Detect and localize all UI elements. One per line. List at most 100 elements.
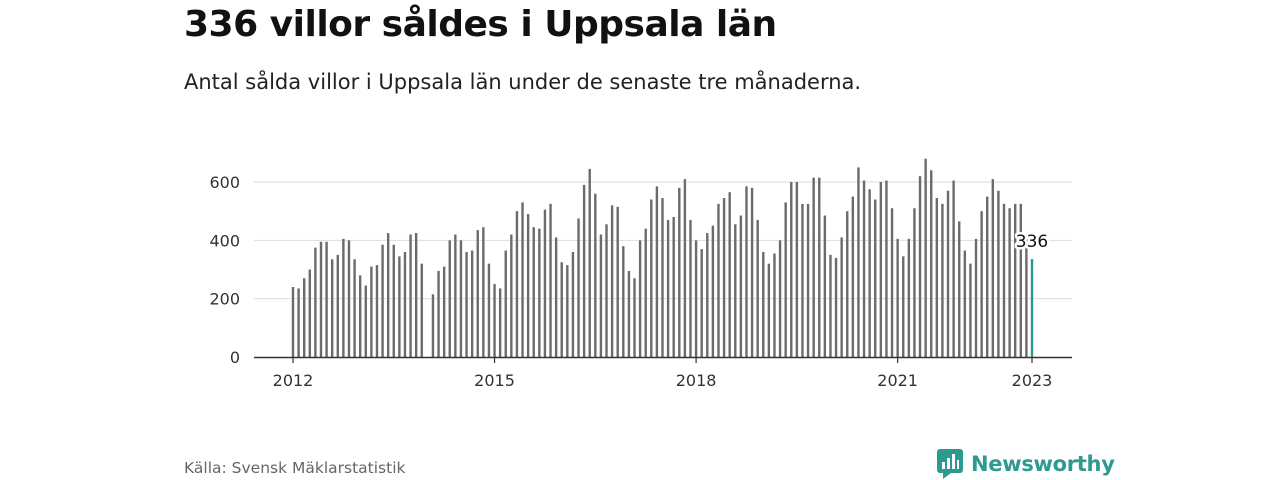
bar <box>375 265 379 357</box>
bar <box>739 215 743 357</box>
bar <box>342 238 345 357</box>
bar <box>829 254 832 357</box>
bar <box>801 203 804 357</box>
bar <box>577 218 580 357</box>
bar <box>459 240 463 357</box>
bar <box>689 219 692 357</box>
bar <box>510 234 513 357</box>
bar <box>812 177 815 357</box>
bar <box>806 203 810 357</box>
bar <box>532 227 535 357</box>
bar <box>633 278 636 357</box>
bar <box>885 180 888 357</box>
bar <box>986 196 989 357</box>
bar <box>734 224 737 357</box>
source-note: Källa: Svensk Mäklarstatistik <box>184 459 406 477</box>
bar <box>364 285 367 357</box>
bar <box>790 182 793 357</box>
bar <box>386 233 390 357</box>
bar <box>594 193 597 357</box>
bar <box>890 208 894 357</box>
bar <box>834 257 838 357</box>
bar <box>336 254 339 357</box>
bar <box>924 158 927 357</box>
y-tick-label: 400 <box>209 231 240 250</box>
bar <box>980 211 983 357</box>
bar <box>868 189 871 357</box>
bar <box>498 288 502 357</box>
bar <box>711 225 715 357</box>
bar <box>370 266 373 357</box>
brand-logo: Newsworthy <box>937 449 1115 479</box>
bar <box>1014 203 1017 357</box>
bar <box>638 240 642 357</box>
x-tick-label: 2015 <box>474 371 515 390</box>
bar <box>566 265 569 357</box>
bar <box>840 237 843 357</box>
bar <box>330 259 334 357</box>
bar <box>302 278 306 357</box>
bar <box>745 186 748 357</box>
bar <box>291 287 295 357</box>
bar <box>448 240 451 357</box>
bar <box>521 202 524 357</box>
bar <box>538 228 541 357</box>
bar <box>554 237 558 357</box>
bar <box>515 211 519 357</box>
x-tick-label: 2021 <box>877 371 918 390</box>
bar <box>773 253 776 357</box>
bar <box>476 230 479 357</box>
bar <box>588 168 591 357</box>
highlight-value-label: 336 <box>1016 232 1048 252</box>
brand-name: Newsworthy <box>971 452 1115 476</box>
chart-subtitle: Antal sålda villor i Uppsala län under d… <box>184 70 862 94</box>
bar <box>857 167 860 357</box>
bar <box>571 252 575 357</box>
bar <box>454 234 457 357</box>
bar <box>392 244 395 357</box>
bar <box>963 250 967 357</box>
bar <box>437 270 440 357</box>
bar <box>851 196 855 357</box>
y-tick-label: 200 <box>209 290 240 309</box>
highlight-label-halo: 336 <box>1016 232 1048 252</box>
bar <box>414 233 418 357</box>
bar <box>767 263 771 357</box>
bar <box>1019 203 1023 357</box>
bar <box>582 184 586 357</box>
bar <box>728 192 731 357</box>
bar <box>493 284 496 357</box>
bar <box>358 275 362 357</box>
bar <box>879 182 883 357</box>
bar <box>874 199 877 357</box>
bar <box>694 240 698 357</box>
bar <box>1002 203 1006 357</box>
bar <box>610 205 614 357</box>
bar <box>896 238 899 357</box>
bar <box>403 252 407 357</box>
bar <box>381 244 384 357</box>
y-tick-label: 600 <box>209 173 240 192</box>
bar <box>907 238 911 357</box>
bar <box>717 203 720 357</box>
bar <box>353 259 356 357</box>
x-tick-label: 2023 <box>1012 371 1053 390</box>
bar <box>683 179 687 357</box>
bar <box>465 252 468 357</box>
bar <box>560 262 563 357</box>
bar <box>930 170 933 357</box>
bar <box>627 270 631 357</box>
bar <box>700 249 703 357</box>
bar <box>644 228 647 357</box>
newsworthy-logo-icon <box>937 449 963 479</box>
bar <box>622 246 625 357</box>
bar <box>784 202 787 357</box>
bar <box>974 238 978 357</box>
bar <box>1025 234 1028 357</box>
bar <box>941 203 944 357</box>
bar <box>818 177 821 357</box>
bar <box>969 263 972 357</box>
bar <box>952 180 955 357</box>
bar <box>616 206 619 357</box>
